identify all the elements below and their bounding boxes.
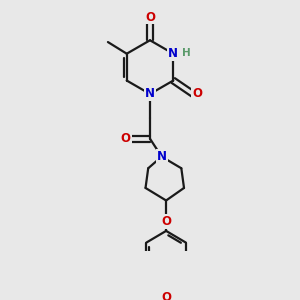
Text: N: N bbox=[168, 47, 178, 60]
Text: O: O bbox=[121, 132, 131, 145]
Text: N: N bbox=[145, 88, 155, 100]
Text: N: N bbox=[157, 150, 166, 163]
Text: H: H bbox=[182, 48, 191, 58]
Text: O: O bbox=[161, 291, 171, 300]
Text: O: O bbox=[192, 88, 203, 100]
Text: O: O bbox=[161, 214, 171, 228]
Text: O: O bbox=[145, 11, 155, 23]
